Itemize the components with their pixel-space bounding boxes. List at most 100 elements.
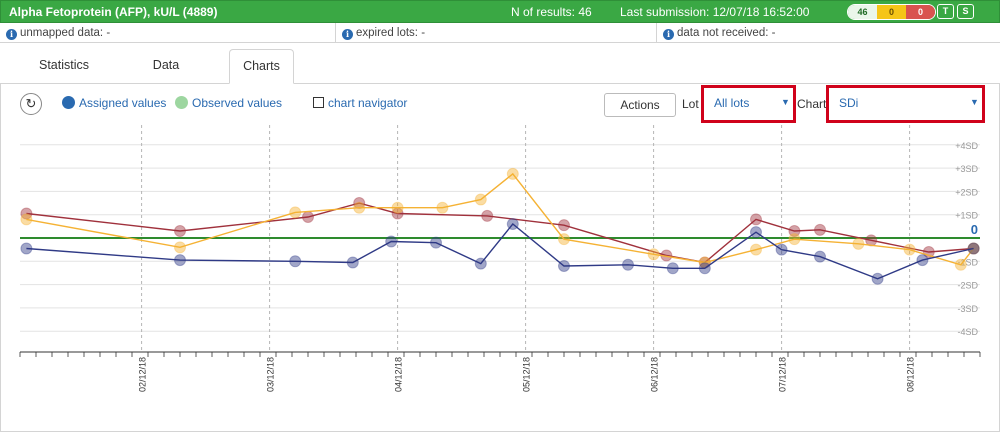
data-point [430, 236, 442, 249]
data-point [289, 206, 302, 219]
data-point [20, 242, 33, 255]
s-button[interactable]: S [957, 4, 974, 19]
chart-navigator-toggle[interactable]: chart navigator [313, 96, 407, 110]
data-point [302, 211, 314, 224]
tab-data[interactable]: Data [152, 58, 180, 72]
lot-select[interactable]: All lots ▼ [701, 85, 796, 123]
results-count: N of results: 46 [511, 5, 592, 19]
data-point [967, 242, 980, 255]
data-point [903, 243, 916, 256]
data-point [558, 233, 570, 246]
x-tick-label: 03/12/18 [266, 357, 276, 392]
data-point [750, 226, 762, 239]
data-point [506, 167, 519, 180]
y-tick-label: +4SD [955, 141, 978, 151]
data-point [698, 262, 711, 275]
badge-error-count[interactable]: 0 [906, 5, 935, 19]
status-badges: 46 0 0 [847, 4, 936, 20]
data-point [289, 255, 302, 268]
actions-button[interactable]: Actions [604, 93, 676, 117]
lot-select-value: All lots [714, 96, 750, 110]
data-point [775, 243, 788, 256]
last-submission: Last submission: 12/07/18 16:52:00 [620, 5, 810, 19]
data-point [174, 254, 186, 267]
observed-dot-icon [175, 96, 188, 109]
series-line-2 [26, 223, 974, 280]
series-line-0 [26, 202, 974, 264]
badge-ok-count[interactable]: 46 [848, 5, 877, 19]
data-point [814, 223, 826, 236]
data-point [871, 272, 884, 285]
info-icon: i [342, 29, 353, 40]
data-point [474, 257, 487, 270]
x-tick-label: 08/12/18 [906, 357, 916, 392]
y-tick-label: -4SD [957, 327, 978, 337]
info-bar: i unmapped data: - i expired lots: - i data… [0, 23, 1000, 43]
tab-statistics[interactable]: Statistics [38, 58, 89, 72]
data-point [385, 235, 398, 248]
legend-observed-values[interactable]: Observed values [175, 96, 282, 110]
data-point [436, 201, 449, 214]
data-point [558, 259, 570, 272]
tab-bar: Statistics Data Charts [0, 43, 1000, 84]
data-point [622, 258, 634, 271]
x-tick-label: 04/12/18 [394, 357, 404, 392]
assigned-dot-icon [62, 96, 75, 109]
data-point [558, 219, 570, 232]
zero-label: 0 [971, 222, 978, 237]
y-tick-label: -2SD [957, 281, 978, 291]
y-tick-label: +1SD [955, 211, 978, 221]
info-icon: i [6, 29, 17, 40]
chart-type-select-value: SDi [839, 96, 859, 110]
data-point [391, 201, 404, 214]
data-point [788, 225, 801, 238]
x-tick-label: 07/12/18 [778, 357, 788, 392]
info-icon: i [663, 29, 674, 40]
tab-charts[interactable]: Charts [229, 49, 294, 84]
badge-warning-count[interactable]: 0 [877, 5, 906, 19]
data-point [666, 262, 679, 275]
y-tick-label: -1SD [957, 257, 978, 267]
window-title-bar: Alpha Fetoprotein (AFP), kU/L (4889) N o… [0, 0, 1000, 23]
x-tick-label: 06/12/18 [650, 357, 660, 392]
refresh-icon[interactable]: ↻ [20, 93, 42, 115]
expired-lots-info: i expired lots: - [336, 23, 657, 43]
lot-label: Lot [682, 97, 699, 111]
data-point [750, 243, 762, 256]
data-point [174, 225, 186, 238]
data-point [916, 254, 929, 267]
y-tick-label: -3SD [957, 304, 978, 314]
data-point [20, 207, 33, 220]
data-point [506, 218, 519, 231]
t-button[interactable]: T [937, 4, 954, 19]
data-point [346, 256, 359, 269]
data-point [647, 248, 660, 261]
data-point [814, 250, 826, 263]
data-point [474, 193, 487, 206]
data-point [967, 242, 980, 255]
unmapped-data-info: i unmapped data: - [0, 23, 336, 43]
legend-assigned-values[interactable]: Assigned values [62, 96, 166, 110]
data-point [353, 197, 366, 210]
y-tick-label: +2SD [955, 187, 978, 197]
data-point [788, 233, 801, 246]
data-point [353, 201, 366, 214]
chevron-down-icon: ▼ [781, 97, 790, 107]
data-point [954, 258, 967, 271]
chart-label: Chart [797, 97, 827, 111]
chart-type-select[interactable]: SDi ▼ [826, 85, 985, 123]
data-point [750, 213, 762, 226]
x-tick-label: 02/12/18 [138, 357, 148, 392]
x-tick-label: 05/12/18 [522, 357, 532, 392]
y-tick-label: +3SD [955, 164, 978, 174]
data-point [174, 241, 186, 254]
series-line-1 [26, 172, 975, 266]
data-point [20, 213, 33, 226]
checkbox-icon[interactable] [313, 97, 324, 108]
data-point [852, 237, 865, 250]
data-point [481, 209, 494, 222]
chevron-down-icon: ▼ [970, 97, 979, 107]
analyte-title: Alpha Fetoprotein (AFP), kU/L (4889) [9, 5, 218, 19]
data-not-received-info: i data not received: - [657, 23, 1000, 43]
